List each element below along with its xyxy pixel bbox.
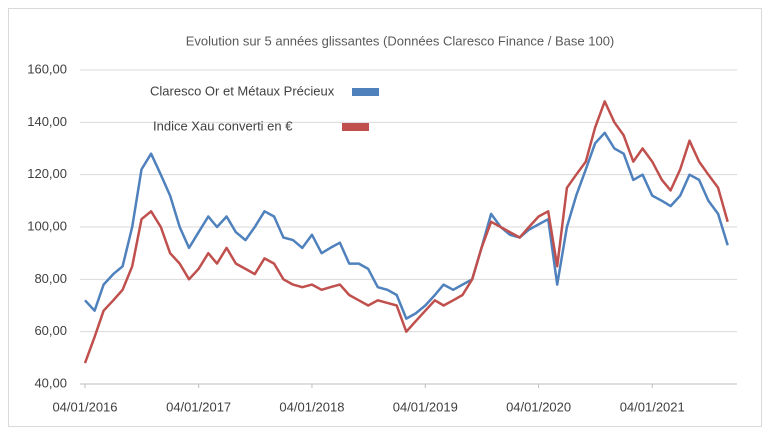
x-tick-label: 04/01/2016 <box>52 399 117 414</box>
chart-title: Evolution sur 5 années glissantes (Donné… <box>186 33 615 48</box>
x-tick-label: 04/01/2021 <box>620 399 685 414</box>
x-tick-label: 04/01/2020 <box>506 399 571 414</box>
y-tick-label: 160,00 <box>27 61 67 76</box>
y-tick-label: 40,00 <box>34 375 67 390</box>
legend-label: Indice Xau converti en € <box>153 118 293 133</box>
chart-border <box>8 8 762 427</box>
y-tick-label: 140,00 <box>27 114 67 129</box>
series-line <box>83 100 729 364</box>
y-tick-label: 60,00 <box>34 323 67 338</box>
series-line <box>84 131 729 320</box>
y-tick-label: 100,00 <box>27 218 67 233</box>
legend-swatch <box>352 88 379 96</box>
legend-label: Claresco Or et Métaux Précieux <box>150 83 335 98</box>
y-tick-label: 80,00 <box>34 271 67 286</box>
legend-swatch <box>342 123 369 131</box>
y-tick-label: 120,00 <box>27 166 67 181</box>
x-tick-label: 04/01/2017 <box>166 399 231 414</box>
x-tick-label: 04/01/2018 <box>279 399 344 414</box>
x-tick-label: 04/01/2019 <box>393 399 458 414</box>
